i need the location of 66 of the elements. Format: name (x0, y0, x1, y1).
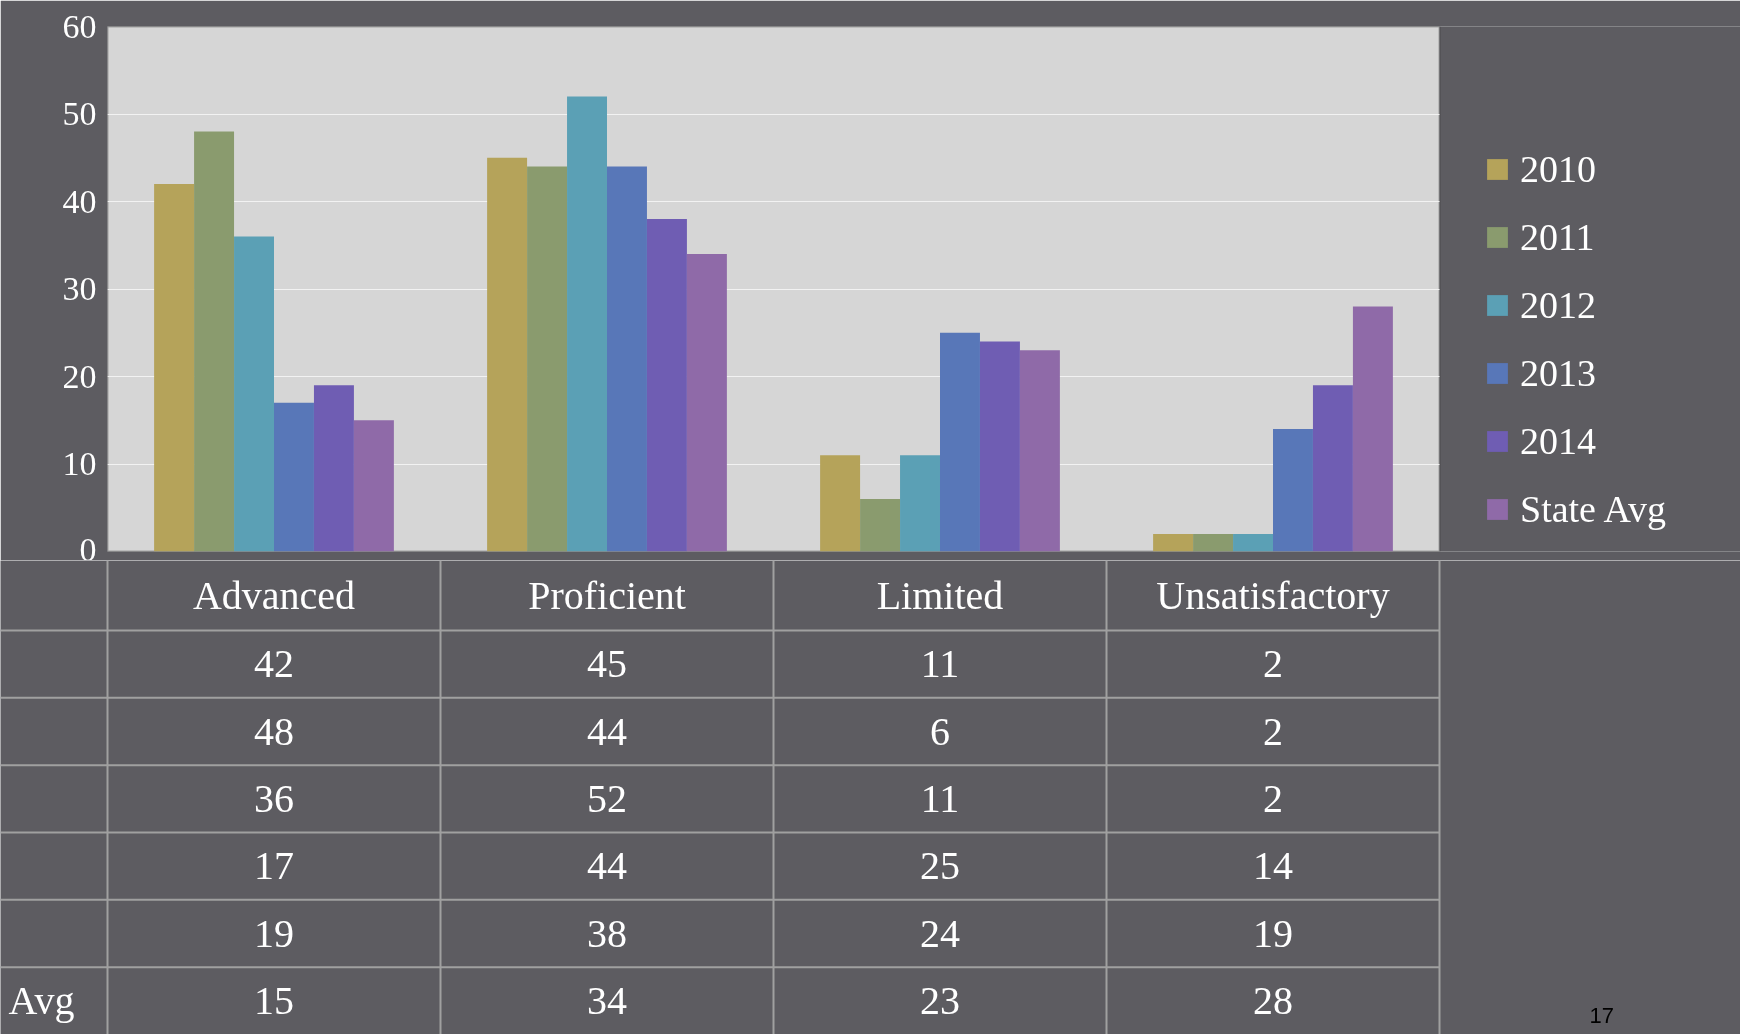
x-tick-label: Proficient (528, 573, 686, 618)
bar (1273, 429, 1313, 552)
data-label: 2 (1263, 708, 1283, 754)
bar (154, 184, 195, 552)
data-label: 42 (254, 641, 294, 687)
data-label: 48 (254, 708, 294, 754)
bar (646, 219, 687, 552)
data-label: 52 (587, 775, 627, 821)
y-tick-label: 40 (62, 182, 97, 220)
bar (860, 499, 901, 552)
data-label: 44 (587, 708, 627, 754)
bar (234, 236, 274, 552)
bar (1153, 534, 1194, 552)
data-label: 28 (1253, 977, 1293, 1023)
data-label: 34 (587, 977, 627, 1023)
text: 17 (1589, 1002, 1614, 1028)
data-label: 25 (920, 843, 960, 889)
bar (1352, 306, 1393, 552)
y-tick-label: 20 (62, 357, 97, 395)
data-label: 6 (930, 708, 950, 754)
data-label: 15 (254, 977, 294, 1023)
x-tick-label: Unsatisfactory (1156, 573, 1390, 618)
bar (979, 341, 1020, 552)
data-label: 2 (1263, 641, 1283, 687)
data-label: 44 (587, 843, 627, 889)
bar (567, 96, 607, 552)
bar (313, 385, 354, 552)
data-label: 11 (920, 641, 960, 687)
legend-label: 2012 (1520, 283, 1596, 327)
data-label: 14 (1253, 843, 1293, 889)
data-label: 24 (920, 910, 960, 956)
data-label: 19 (254, 910, 294, 956)
text: Avg (8, 978, 75, 1024)
bar (274, 402, 314, 552)
legend-label: 2014 (1520, 419, 1596, 463)
y-tick-label: 30 (62, 270, 97, 307)
x-tick-label: Limited (876, 573, 1004, 618)
bar (820, 455, 861, 552)
bar (1019, 350, 1060, 552)
bar (194, 131, 235, 552)
bar (686, 254, 727, 552)
data-label: 11 (920, 775, 960, 821)
bar (900, 455, 940, 552)
bar (1312, 385, 1353, 552)
data-label: 23 (920, 977, 960, 1023)
data-label: 36 (254, 775, 294, 821)
y-tick-label: 60 (62, 7, 97, 45)
y-tick-label: 10 (62, 445, 97, 482)
data-label: 19 (1253, 910, 1293, 956)
bar (353, 420, 394, 552)
bar (527, 166, 568, 552)
data-label: 2 (1263, 775, 1283, 821)
legend-label: 2011 (1520, 215, 1595, 259)
data-label: 38 (587, 910, 627, 956)
bar (940, 332, 980, 552)
legend-label: 2013 (1520, 351, 1596, 395)
bar (1233, 534, 1273, 552)
bar (607, 166, 647, 552)
bar (487, 157, 528, 552)
data-label: 17 (254, 843, 294, 889)
legend-label: 2010 (1520, 147, 1596, 191)
legend-label: State Avg (1520, 487, 1667, 531)
bar (1193, 534, 1234, 552)
data-label: 45 (587, 641, 627, 687)
x-tick-label: Advanced (192, 573, 356, 618)
y-tick-label: 50 (62, 95, 97, 132)
